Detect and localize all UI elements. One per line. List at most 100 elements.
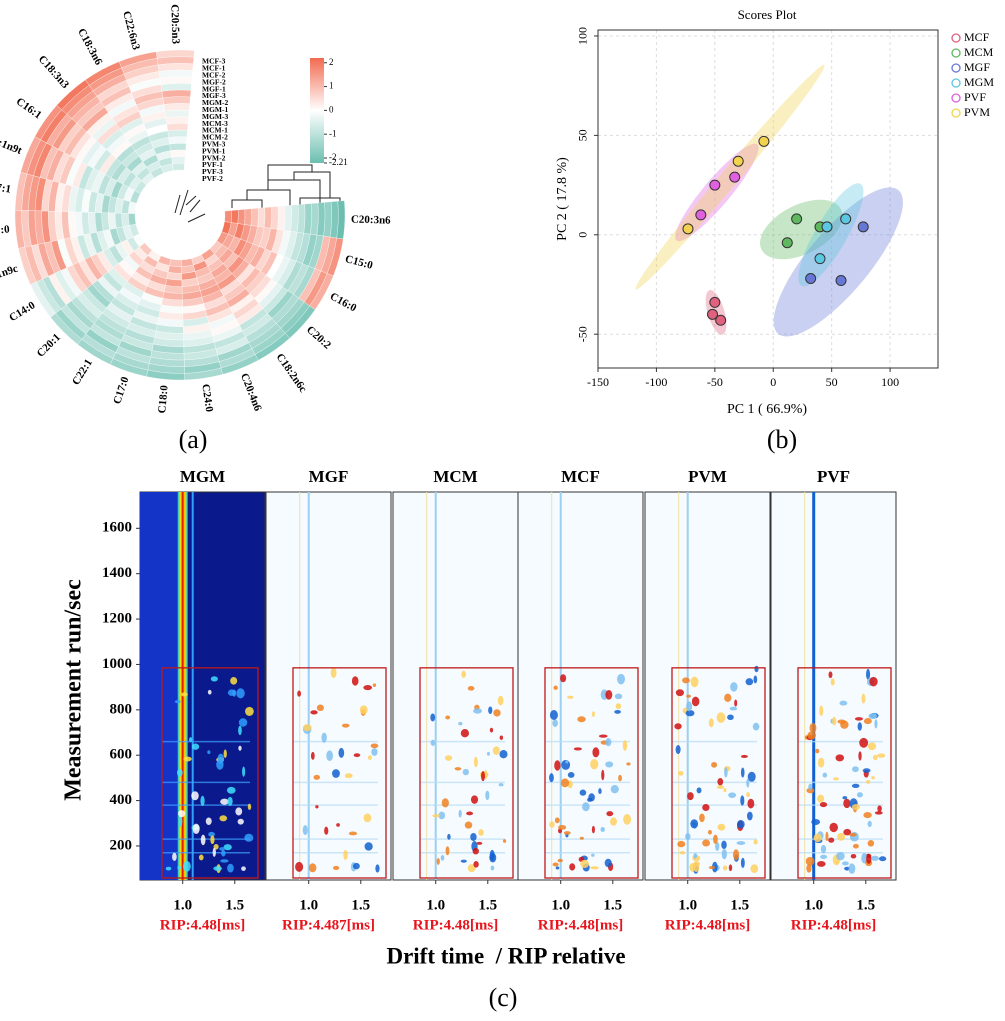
category-label: C22:6n3 — [120, 10, 142, 52]
signal-spot — [839, 700, 848, 706]
signal-spot — [223, 749, 227, 759]
sample-label: MGM-1 — [202, 105, 228, 114]
x-tick-label: 50 — [826, 375, 838, 389]
signal-spot — [693, 852, 698, 859]
signal-spot — [678, 770, 684, 776]
x-tick-label: 1.0 — [173, 897, 192, 913]
x-tick-label: 1.0 — [804, 897, 823, 913]
signal-spot — [467, 686, 475, 691]
point — [791, 213, 803, 225]
signal-spot — [836, 851, 845, 861]
rip-label: RIP:4.48[ms] — [413, 917, 498, 933]
highlight-box — [797, 667, 892, 879]
signal-spot — [324, 826, 329, 835]
signal-spot — [702, 804, 710, 811]
topography-panel — [139, 491, 266, 881]
signal-spot — [828, 837, 835, 843]
point — [715, 314, 727, 326]
signal-spot — [461, 670, 466, 678]
signal-spot — [861, 693, 866, 704]
signal-spot — [178, 810, 186, 818]
signal-spot — [753, 675, 758, 684]
signal-spot — [746, 811, 753, 821]
signal-spot — [447, 833, 451, 840]
signal-spot — [852, 766, 859, 773]
signal-spot — [470, 832, 477, 842]
signal-spot — [622, 740, 628, 751]
signal-spot — [832, 716, 837, 726]
signal-spot — [591, 853, 595, 857]
signal-spot — [445, 715, 451, 720]
signal-spot — [375, 864, 380, 873]
panel-background — [644, 491, 771, 881]
sample-label: MCM-1 — [202, 126, 228, 135]
signal-spot — [441, 798, 449, 808]
signal-spot — [554, 760, 561, 771]
signal-spot — [852, 843, 859, 849]
signal-spot — [430, 739, 436, 746]
signal-spot — [302, 825, 308, 836]
y-tick-label: 200 — [110, 837, 133, 853]
panel-title: MGM — [180, 467, 225, 486]
legend-marker — [951, 108, 961, 118]
sample-label: MGF-1 — [202, 84, 226, 93]
signal-spot — [555, 866, 560, 870]
sample-label: MGF-3 — [202, 91, 226, 100]
signal-spot — [499, 749, 508, 759]
signal-spot — [573, 747, 582, 751]
signal-spot — [623, 814, 632, 825]
sample-label: MGF-2 — [202, 77, 226, 86]
heatmap-cell — [171, 156, 186, 165]
signal-spot — [295, 861, 304, 872]
signal-spot — [740, 795, 745, 806]
signal-spot — [189, 737, 193, 743]
signal-spot — [565, 760, 569, 764]
topography-panel — [392, 491, 519, 881]
signal-spot — [745, 678, 754, 686]
signal-spot — [740, 767, 745, 778]
signal-spot — [867, 742, 877, 751]
signal-spot — [330, 667, 337, 679]
signal-spot — [210, 676, 218, 682]
heatmap-cell — [172, 163, 185, 171]
heatmap-cell — [170, 149, 186, 158]
point — [729, 171, 741, 183]
signal-spot — [182, 860, 191, 872]
signal-spot — [819, 801, 828, 808]
legend-label: PVM — [964, 105, 990, 119]
y-tick-label: 1000 — [102, 656, 132, 672]
highlight-box — [671, 667, 766, 879]
signal-spot — [363, 684, 373, 691]
signal-spot — [605, 738, 612, 747]
highlight-box — [292, 667, 387, 879]
signal-spot — [708, 718, 714, 728]
signal-spot — [498, 783, 504, 787]
signal-spot — [219, 847, 225, 851]
colorbar-label: -1 — [329, 128, 337, 138]
signal-spot — [835, 754, 845, 762]
signal-spot — [367, 755, 372, 760]
signal-spot — [878, 856, 887, 862]
signal-spot — [813, 833, 822, 843]
signal-spot — [470, 795, 479, 804]
signal-spot — [753, 839, 758, 845]
signal-spot — [858, 751, 862, 761]
signal-spot — [220, 859, 229, 863]
heatmap-cell — [181, 258, 194, 267]
signal-spot — [727, 714, 734, 721]
signal-spot — [863, 812, 872, 819]
category-label: C20:1 — [35, 331, 63, 359]
panel-background — [770, 491, 897, 881]
highlight-box — [544, 667, 639, 879]
signal-spot — [707, 829, 712, 835]
signal-spot — [486, 751, 490, 756]
signal-spot — [238, 725, 242, 736]
signal-spot — [849, 832, 857, 837]
signal-spot — [207, 689, 212, 695]
panel-label: (a) — [179, 425, 208, 454]
signal-spot — [313, 774, 321, 780]
signal-spot — [560, 778, 570, 788]
x-tick-label: -50 — [707, 375, 723, 389]
signal-spot — [837, 832, 846, 841]
signal-spot — [198, 854, 204, 861]
